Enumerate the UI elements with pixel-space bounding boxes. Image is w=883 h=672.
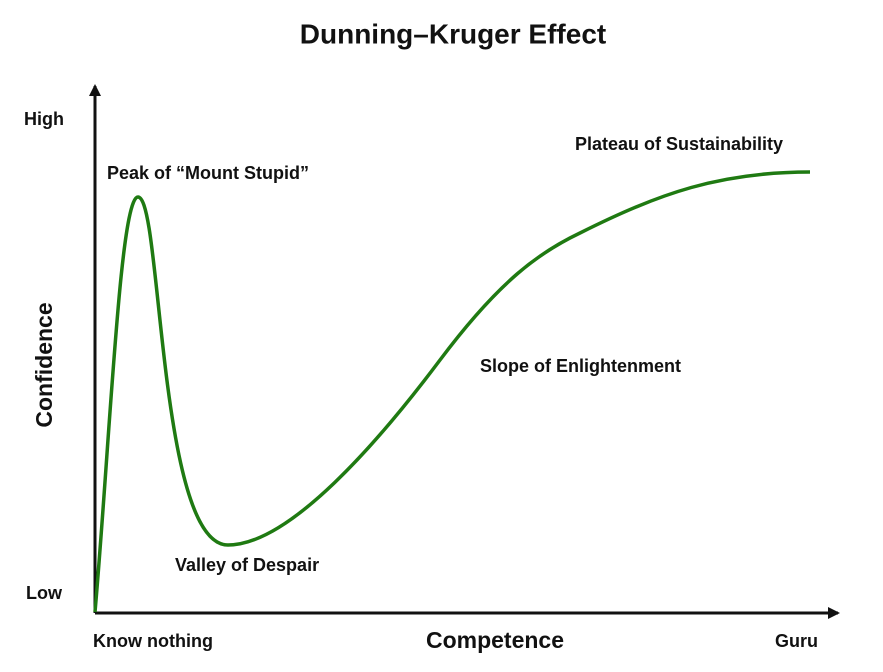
confidence-curve: [93, 170, 811, 613]
annotation: Slope of Enlightenment: [480, 356, 681, 376]
x-end-label: Guru: [775, 631, 818, 651]
title: Dunning–Kruger Effect: [300, 18, 606, 49]
annotation: Plateau of Sustainability: [575, 134, 783, 154]
x-axis-label: Competence: [426, 627, 564, 653]
y-axis-label: Confidence: [31, 302, 57, 427]
annotation: Peak of “Mount Stupid”: [107, 163, 309, 183]
y-high-label: High: [24, 109, 64, 129]
y-low-label: Low: [26, 583, 63, 603]
x-start-label: Know nothing: [93, 631, 213, 651]
annotation: Valley of Despair: [175, 555, 319, 575]
